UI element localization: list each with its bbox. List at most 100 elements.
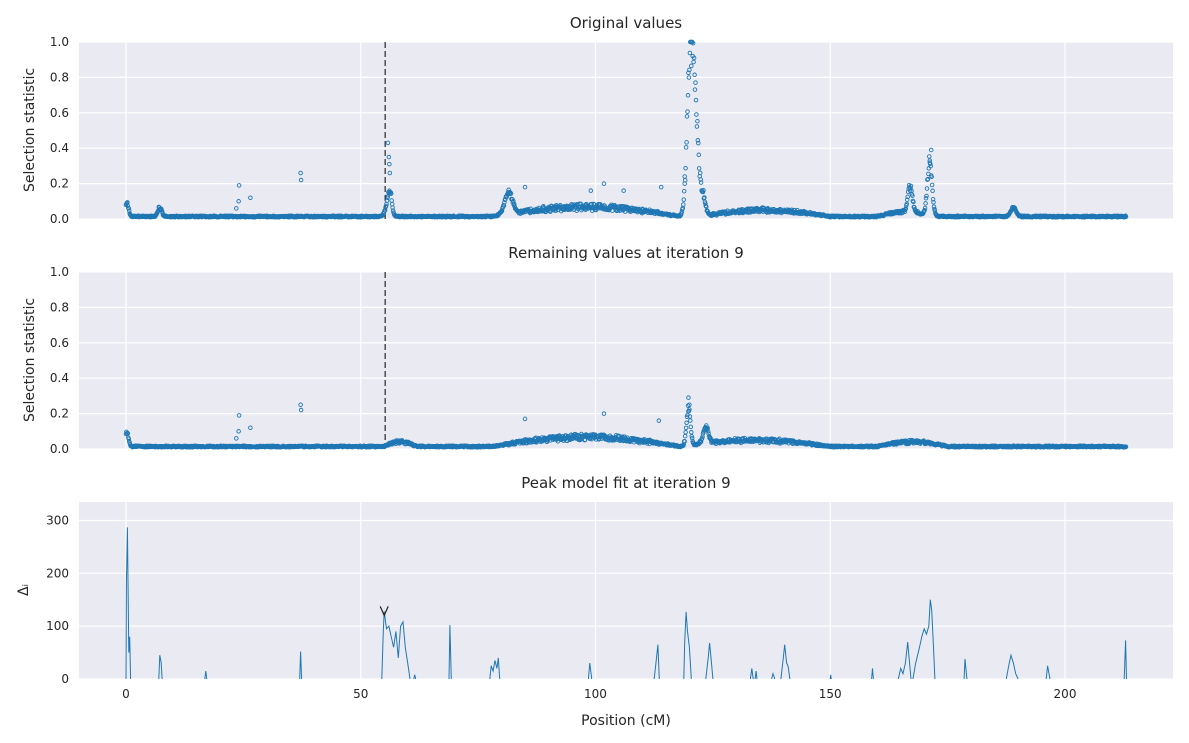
data-point [508, 191, 514, 196]
data-point [704, 204, 709, 209]
data-point [684, 140, 689, 145]
data-point [692, 72, 697, 78]
data-point [385, 140, 391, 146]
data-point [694, 124, 700, 129]
data-point [693, 97, 699, 103]
plot-area: 0.0 0.2 0.4 0.6 0.8 1.0 [50, 265, 1173, 456]
peak-marker-annotation [379, 606, 389, 617]
data-point [126, 436, 132, 442]
data-point [682, 439, 687, 444]
data-point [658, 184, 664, 190]
data-point [930, 188, 935, 194]
plot-background [79, 42, 1173, 219]
data-point [685, 93, 691, 98]
data-point [927, 154, 932, 159]
x-tick-label: 150 [819, 687, 842, 701]
data-point [522, 416, 528, 422]
data-point [1123, 444, 1129, 450]
plot-background [79, 502, 1173, 679]
y-tick-label: 0.4 [50, 371, 69, 385]
data-point [382, 207, 388, 213]
data-point [905, 194, 910, 200]
data-point [125, 203, 131, 209]
x-tick-label: 0 [122, 687, 130, 701]
series-line [912, 599, 936, 680]
data-point [387, 161, 392, 167]
data-point [696, 152, 702, 158]
data-point [683, 145, 689, 150]
data-point [701, 188, 706, 193]
series-line [1005, 653, 1019, 680]
y-axis-label: Selection statistic [22, 298, 38, 422]
series-line [705, 643, 714, 680]
data-point [298, 170, 303, 176]
data-point [504, 194, 509, 200]
data-point [696, 140, 701, 146]
data-point [698, 177, 703, 182]
series-line [1123, 640, 1127, 680]
data-point [923, 201, 928, 206]
data-point [298, 177, 304, 183]
series-line [963, 658, 968, 680]
data-point [904, 197, 910, 202]
series-line [1045, 665, 1051, 680]
data-point [298, 402, 303, 408]
data-point [691, 59, 696, 65]
data-point [931, 204, 937, 209]
series-line [754, 671, 758, 680]
series-line [204, 671, 208, 680]
series-line [125, 527, 132, 680]
data-point [512, 201, 517, 207]
data-point [693, 80, 698, 85]
data-point [684, 420, 689, 426]
panel-title: Peak model fit at iteration 9 [521, 474, 730, 492]
data-point [930, 196, 936, 202]
panel-original-values: Original values Selection statistic 0.00… [22, 14, 1173, 226]
data-point [125, 431, 131, 436]
data-point [689, 434, 694, 439]
data-point [908, 183, 914, 189]
series-line [780, 644, 791, 680]
y-tick-label: 0 [61, 672, 69, 686]
data-point [683, 425, 689, 431]
data-point [541, 203, 546, 209]
data-point [690, 40, 696, 46]
data-point [692, 87, 698, 92]
data-point [681, 202, 686, 207]
data-point [691, 55, 697, 61]
data-point [236, 199, 241, 204]
data-point [931, 200, 936, 205]
data-point [929, 174, 934, 180]
data-points [123, 39, 1129, 220]
data-point [386, 154, 392, 160]
panel-peak-model-fit: Peak model fit at iteration 9 Δᵢ Positio… [16, 474, 1173, 729]
data-point [925, 176, 931, 182]
data-point [695, 138, 701, 143]
data-point [923, 195, 929, 201]
series-line [587, 663, 593, 680]
data-point [234, 206, 239, 211]
y-tick-label: 0.0 [50, 442, 69, 456]
data-point [924, 186, 930, 191]
data-point [687, 67, 692, 73]
data-point [686, 75, 692, 80]
data-point [689, 63, 694, 69]
data-point [236, 413, 242, 418]
data-point [687, 407, 692, 412]
x-tick-label: 50 [353, 687, 368, 701]
data-point [1123, 214, 1129, 220]
data-point [910, 193, 915, 198]
y-tick-label: 0.6 [50, 106, 69, 120]
data-point [706, 431, 711, 436]
data-point [904, 201, 910, 207]
data-point [908, 186, 913, 191]
series-line [299, 651, 303, 680]
series-line [897, 641, 912, 680]
y-tick-label: 100 [46, 619, 69, 633]
data-point [236, 429, 241, 434]
data-point [388, 191, 394, 196]
y-tick-label: 1.0 [50, 265, 69, 279]
series-line [448, 625, 452, 680]
x-axis-label: Position (cM) [581, 713, 671, 729]
